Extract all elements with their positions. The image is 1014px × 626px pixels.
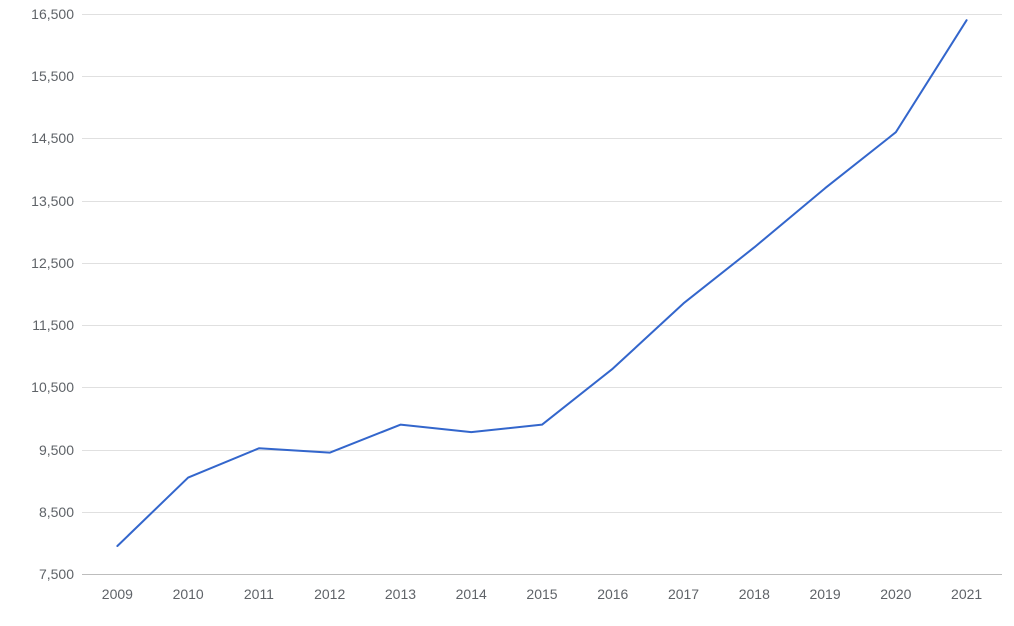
x-tick-label: 2015 — [526, 586, 557, 602]
y-tick-label: 7,500 — [14, 566, 74, 582]
x-tick-label: 2012 — [314, 586, 345, 602]
x-tick-label: 2018 — [739, 586, 770, 602]
y-tick-label: 13,500 — [14, 193, 74, 209]
x-tick-label: 2016 — [597, 586, 628, 602]
y-tick-label: 8,500 — [14, 504, 74, 520]
x-tick-label: 2017 — [668, 586, 699, 602]
x-tick-label: 2019 — [809, 586, 840, 602]
y-tick-label: 10,500 — [14, 379, 74, 395]
x-tick-label: 2013 — [385, 586, 416, 602]
series-path — [117, 20, 966, 546]
x-tick-label: 2009 — [102, 586, 133, 602]
x-tick-label: 2011 — [244, 586, 274, 602]
y-tick-label: 14,500 — [14, 130, 74, 146]
line-chart: 7,500 8,500 9,500 10,500 11,500 12,500 13,500 1… — [0, 0, 1014, 626]
y-tick-label: 16,500 — [14, 6, 74, 22]
y-tick-label: 11,500 — [14, 317, 74, 333]
y-tick-label: 9,500 — [14, 442, 74, 458]
x-tick-label: 2021 — [951, 586, 982, 602]
x-axis-baseline — [82, 574, 1002, 575]
x-tick-label: 2010 — [173, 586, 204, 602]
series-line — [82, 14, 1002, 574]
x-tick-label: 2020 — [880, 586, 911, 602]
plot-area: 7,5008,5009,50010,50011,50012,50013,5001… — [82, 14, 1002, 574]
y-tick-label: 12,500 — [14, 255, 74, 271]
x-tick-label: 2014 — [456, 586, 487, 602]
y-tick-label: 15,500 — [14, 68, 74, 84]
